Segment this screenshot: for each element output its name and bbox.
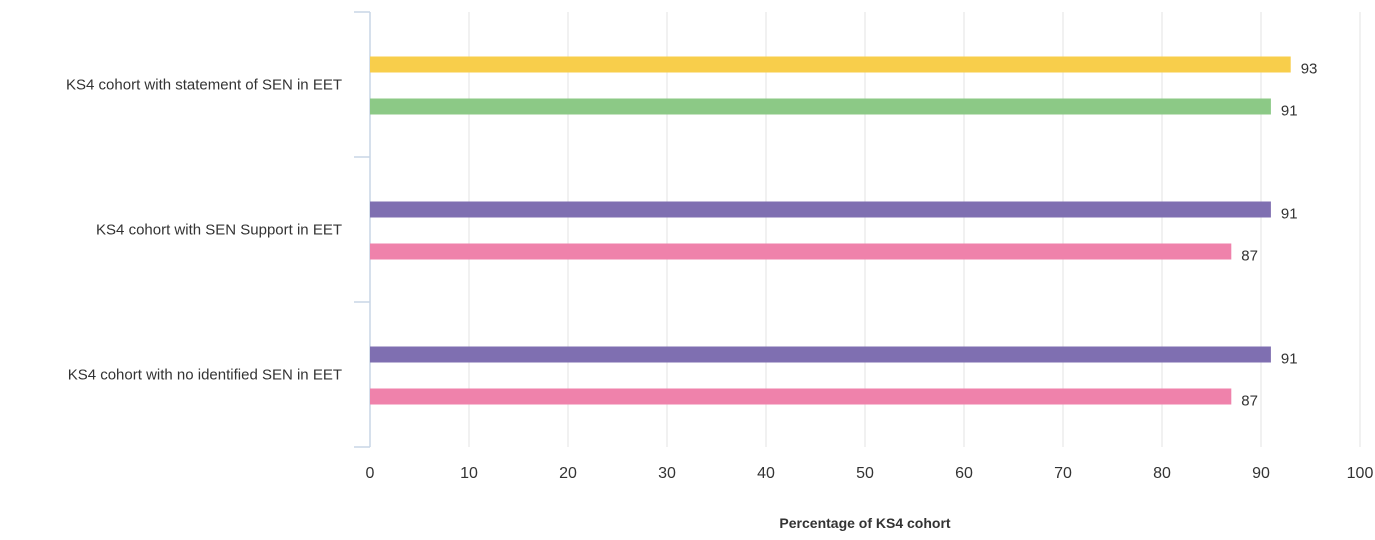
data-label: 87 xyxy=(1241,248,1258,265)
x-tick-label: 60 xyxy=(955,465,973,482)
bar xyxy=(370,56,1291,73)
category-label: KS4 cohort with statement of SEN in EET xyxy=(66,77,342,94)
data-label: 91 xyxy=(1281,351,1298,368)
x-tick-label: 50 xyxy=(856,465,874,482)
x-tick-label: 20 xyxy=(559,465,577,482)
bar xyxy=(370,346,1271,363)
data-label: 91 xyxy=(1281,206,1298,223)
bar xyxy=(370,243,1232,260)
x-tick-label: 80 xyxy=(1153,465,1171,482)
x-axis-title: Percentage of KS4 cohort xyxy=(779,515,950,531)
category-label: KS4 cohort with no identified SEN in EET xyxy=(68,367,342,384)
x-tick-label: 100 xyxy=(1347,465,1374,482)
bar xyxy=(370,98,1271,115)
data-label: 93 xyxy=(1301,61,1318,78)
data-label: 91 xyxy=(1281,103,1298,120)
data-label: 87 xyxy=(1241,393,1258,410)
x-tick-label: 0 xyxy=(366,465,375,482)
x-tick-label: 30 xyxy=(658,465,676,482)
x-tick-label: 90 xyxy=(1252,465,1270,482)
bar xyxy=(370,201,1271,218)
x-tick-label: 70 xyxy=(1054,465,1072,482)
x-tick-label: 40 xyxy=(757,465,775,482)
category-label: KS4 cohort with SEN Support in EET xyxy=(96,222,342,239)
bar xyxy=(370,388,1232,405)
x-tick-label: 10 xyxy=(460,465,478,482)
